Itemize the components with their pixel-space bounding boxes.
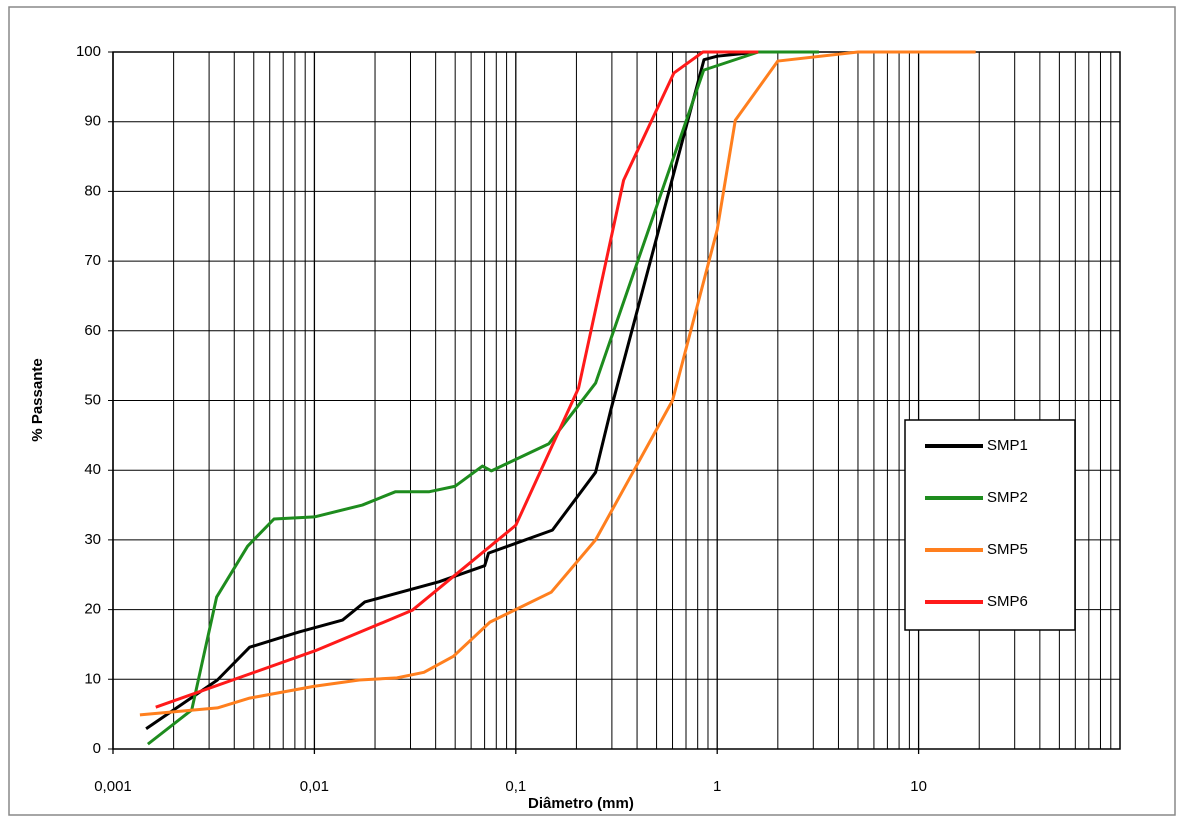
series-line <box>155 50 759 709</box>
x-tick-label: 0,01 <box>300 778 329 795</box>
y-tick-label: 70 <box>84 252 101 269</box>
legend-label: SMP5 <box>987 541 1028 558</box>
x-tick-label: 0,001 <box>94 778 132 795</box>
legend-label: SMP1 <box>987 437 1028 454</box>
y-tick-label: 10 <box>84 670 101 687</box>
x-tick-label: 1 <box>713 778 721 795</box>
y-tick-label: 80 <box>84 182 101 199</box>
x-tick-label: 0,1 <box>505 778 526 795</box>
legend-box <box>904 419 1076 631</box>
y-tick-label: 100 <box>76 43 101 60</box>
plot-border <box>112 51 1121 750</box>
y-tick-label: 60 <box>84 322 101 339</box>
legend-label: SMP2 <box>987 489 1028 506</box>
y-tick-label: 0 <box>93 740 101 757</box>
y-tick-label: 20 <box>84 601 101 618</box>
x-axis-label: Diâmetro (mm) <box>528 795 634 812</box>
series-line <box>139 50 976 717</box>
y-tick-label: 90 <box>84 113 101 130</box>
y-tick-label: 40 <box>84 461 101 478</box>
y-tick-label: 30 <box>84 531 101 548</box>
series-line <box>145 50 759 731</box>
x-tick-label: 10 <box>910 778 927 795</box>
y-axis-label: % Passante <box>29 358 46 441</box>
y-tick-label: 50 <box>84 391 101 408</box>
legend-label: SMP6 <box>987 593 1028 610</box>
series-line <box>146 50 819 746</box>
chart-frame <box>8 6 1176 816</box>
